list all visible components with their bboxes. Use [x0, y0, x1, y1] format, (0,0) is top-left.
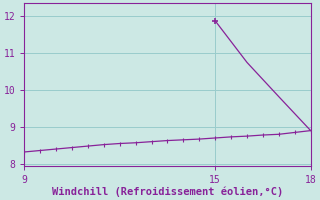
X-axis label: Windchill (Refroidissement éolien,°C): Windchill (Refroidissement éolien,°C) — [52, 186, 283, 197]
